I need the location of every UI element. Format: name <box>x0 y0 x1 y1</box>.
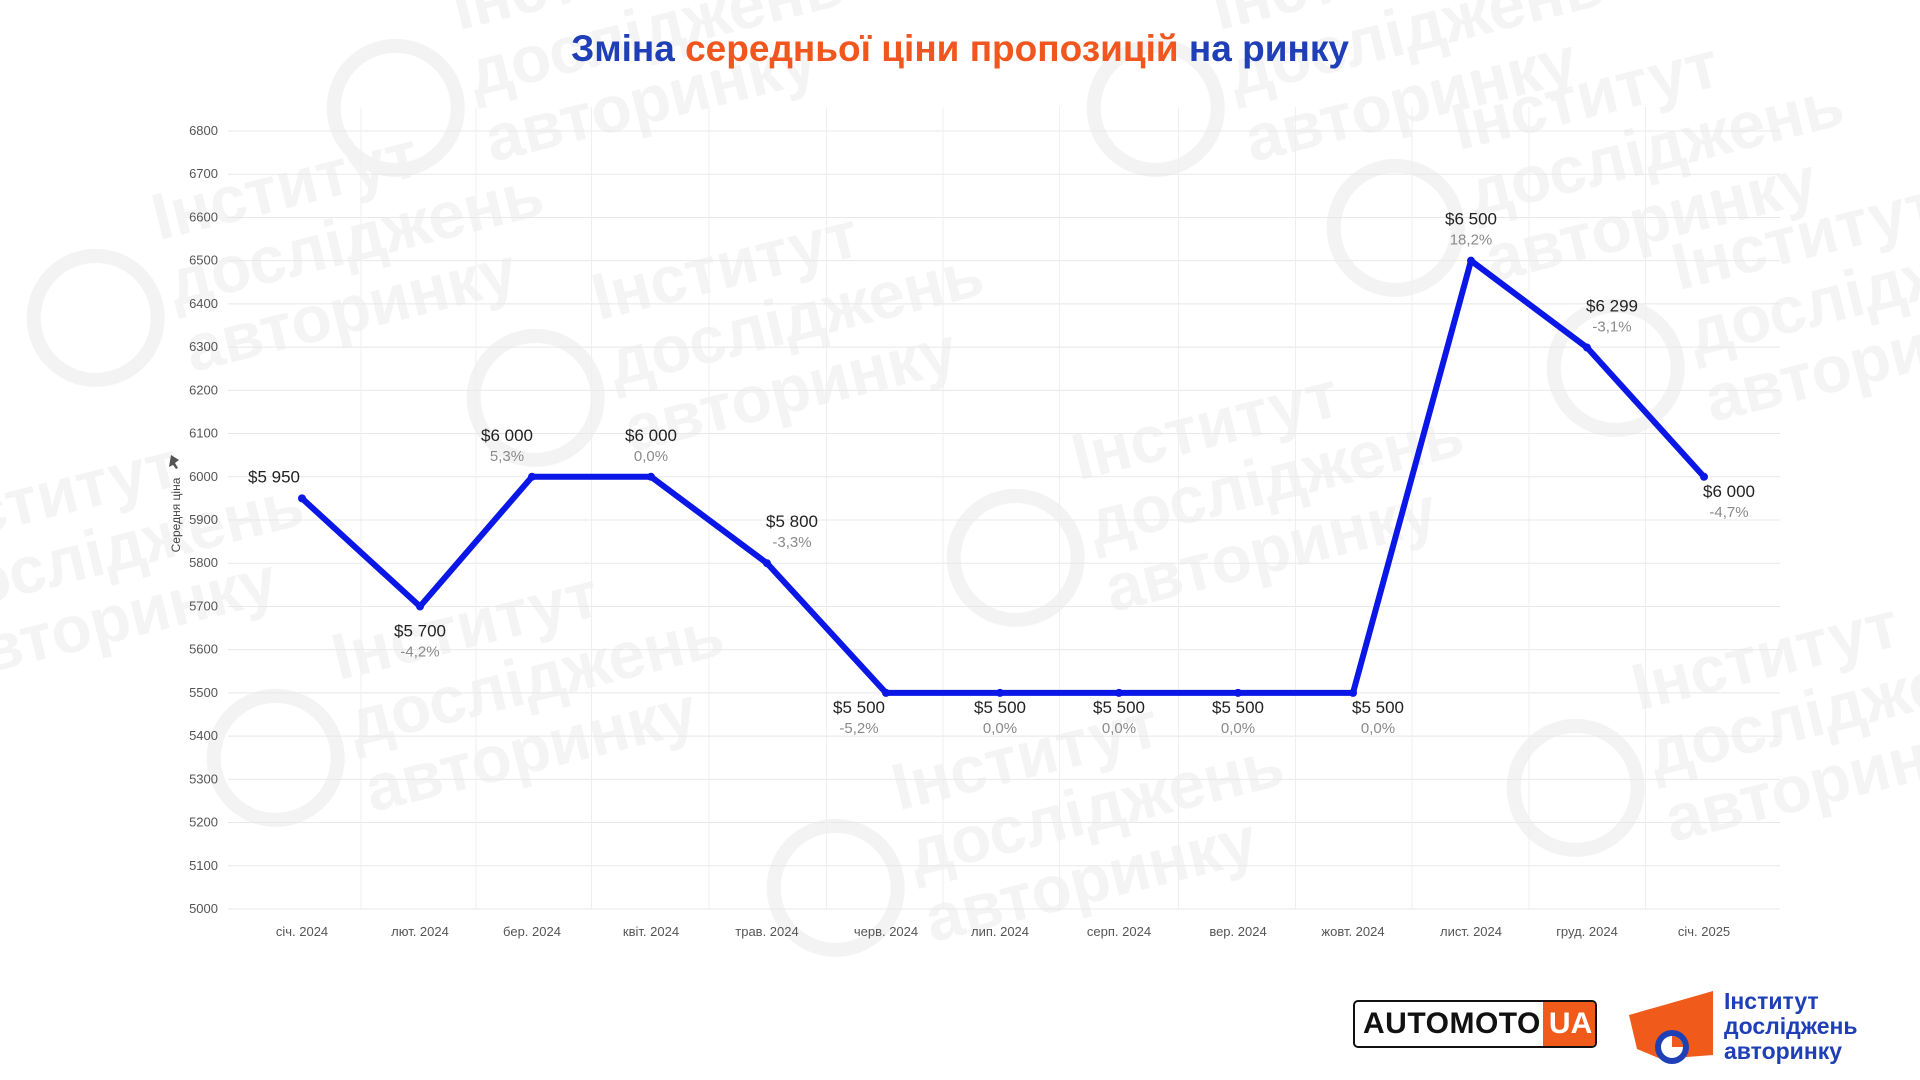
data-point <box>996 688 1004 697</box>
x-tick-label: лют. 2024 <box>391 924 449 939</box>
data-value-label: $6 500 <box>1445 210 1497 229</box>
data-pct-label: 0,0% <box>634 448 668 465</box>
data-pct-label: -4,2% <box>400 643 439 660</box>
data-pct-label: 18,2% <box>1450 232 1493 249</box>
data-point <box>1349 688 1357 697</box>
y-tick-label: 5300 <box>189 771 218 786</box>
institute-logo-line-3: авторинку <box>1724 1038 1843 1064</box>
data-point <box>1583 343 1591 352</box>
y-tick-label: 6400 <box>189 296 218 311</box>
data-pct-label: 0,0% <box>1221 720 1255 737</box>
data-value-label: $5 700 <box>394 621 446 640</box>
x-tick-label: черв. 2024 <box>854 924 918 939</box>
y-tick-label: 6700 <box>189 166 218 181</box>
data-pct-label: -4,7% <box>1709 504 1748 521</box>
data-pct-label: 0,0% <box>1361 720 1395 737</box>
title-part-1: Зміна <box>571 28 675 69</box>
y-tick-label: 6600 <box>189 209 218 224</box>
y-tick-label: 5800 <box>189 555 218 570</box>
x-tick-label: лип. 2024 <box>971 924 1029 939</box>
x-tick-label: бер. 2024 <box>503 924 561 939</box>
y-tick-label: 5900 <box>189 512 218 527</box>
data-pct-label: -3,3% <box>772 534 811 551</box>
y-tick-label: 6200 <box>189 382 218 397</box>
data-point <box>1467 256 1475 265</box>
data-value-label: $6 000 <box>481 426 533 445</box>
pin-icon <box>169 455 179 469</box>
data-pct-label: 0,0% <box>1102 720 1136 737</box>
x-tick-label: жовт. 2024 <box>1321 924 1384 939</box>
data-point <box>882 688 890 697</box>
y-tick-label: 6500 <box>189 253 218 268</box>
institute-logo-icon <box>1629 991 1713 1064</box>
y-tick-label: 5600 <box>189 642 218 657</box>
automoto-logo: AUTOMOTO UA <box>1353 1000 1597 1048</box>
x-tick-label: січ. 2024 <box>276 924 328 939</box>
y-tick-label: 6300 <box>189 339 218 354</box>
x-tick-label: січ. 2025 <box>1678 924 1730 939</box>
y-tick-label: 5000 <box>189 901 218 916</box>
y-tick-label: 5700 <box>189 598 218 613</box>
y-tick-label: 5500 <box>189 685 218 700</box>
data-value-label: $5 950 <box>248 467 300 486</box>
x-tick-label: груд. 2024 <box>1556 924 1618 939</box>
x-tick-label: вер. 2024 <box>1209 924 1266 939</box>
y-tick-label: 5200 <box>189 815 218 830</box>
title-part-3: на ринку <box>1188 28 1349 69</box>
x-tick-label: квіт. 2024 <box>623 924 679 939</box>
y-tick-label: 6100 <box>189 426 218 441</box>
data-point <box>416 602 424 611</box>
institute-logo-line-2: досліджень <box>1724 1013 1858 1039</box>
y-tick-label: 5100 <box>189 858 218 873</box>
automoto-logo-text: AUTOMOTO <box>1363 1007 1541 1040</box>
data-point <box>528 472 536 481</box>
x-tick-label: трав. 2024 <box>735 924 798 939</box>
data-pct-label: -3,1% <box>1592 319 1631 336</box>
data-pct-label: 0,0% <box>983 720 1017 737</box>
data-point <box>298 494 306 503</box>
data-point <box>647 472 655 481</box>
data-value-label: $5 500 <box>833 698 885 717</box>
x-tick-label: серп. 2024 <box>1087 924 1151 939</box>
x-tick-label: лист. 2024 <box>1440 924 1502 939</box>
y-tick-label: 5400 <box>189 728 218 743</box>
automoto-logo-ua: UA <box>1542 1002 1595 1046</box>
data-value-label: $5 500 <box>1093 698 1145 717</box>
data-value-label: $6 000 <box>1703 482 1755 501</box>
institute-logo-line-1: Інститут <box>1724 988 1819 1014</box>
data-point <box>1115 688 1123 697</box>
y-tick-label: 6000 <box>189 469 218 484</box>
title-part-2: середньої ціни пропозицій <box>685 28 1179 69</box>
data-pct-label: -5,2% <box>839 720 878 737</box>
y-tick-label: 6800 <box>189 123 218 138</box>
data-value-label: $6 000 <box>625 426 677 445</box>
data-point <box>1700 472 1708 481</box>
data-value-label: $5 500 <box>1352 698 1404 717</box>
data-point <box>763 559 771 568</box>
chart-title: Зміна середньої ціни пропозицій на ринку <box>0 28 1920 70</box>
data-value-label: $5 800 <box>766 512 818 531</box>
institute-logo: Інститут досліджень авторинку <box>1625 985 1915 1069</box>
y-axis-label: Середня ціна <box>169 477 183 552</box>
data-point <box>1234 688 1242 697</box>
data-pct-label: 5,3% <box>490 448 524 465</box>
data-value-label: $5 500 <box>974 698 1026 717</box>
data-value-label: $6 299 <box>1586 297 1638 316</box>
data-value-label: $5 500 <box>1212 698 1264 717</box>
